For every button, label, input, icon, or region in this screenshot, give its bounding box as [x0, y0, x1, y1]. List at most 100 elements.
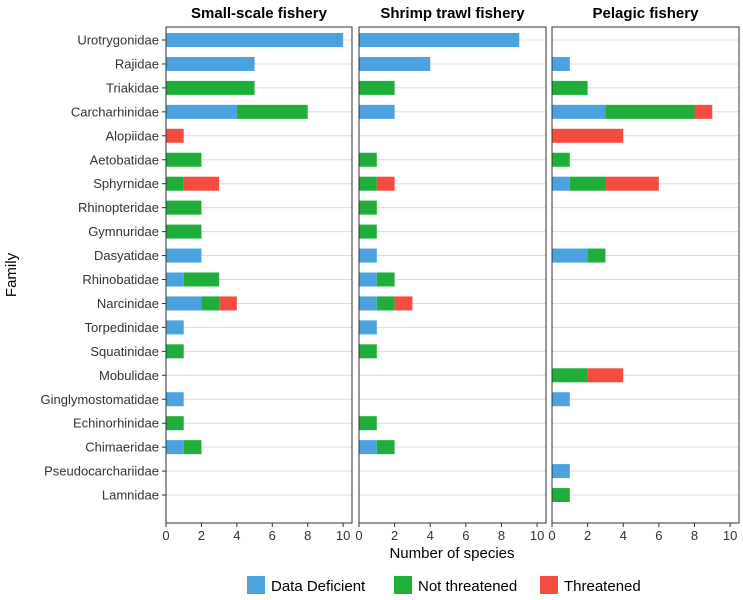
- y-tick-label-rhinobatidae: Rhinobatidae: [82, 272, 159, 287]
- bar-shrimp-trawl-fishery-sphyrnidae-not-threatened: [359, 176, 377, 191]
- bar-shrimp-trawl-fishery-squatinidae-not-threatened: [359, 344, 377, 359]
- bar-pelagic-fishery-dasyatidae-data-deficient: [552, 248, 588, 263]
- y-tick-label-alopiidae: Alopiidae: [106, 128, 160, 143]
- bar-small-scale-fishery-narcinidae-data-deficient: [166, 296, 202, 311]
- y-tick-label-pseudocarchariidae: Pseudocarchariidae: [44, 464, 159, 479]
- y-tick-label-rajidae: Rajidae: [115, 56, 159, 71]
- bar-small-scale-fishery-rhinobatidae-not-threatened: [183, 272, 220, 287]
- bar-pelagic-fishery-dasyatidae-not-threatened: [587, 248, 606, 263]
- panel-title-small-scale-fishery: Small-scale fishery: [191, 5, 328, 22]
- bar-small-scale-fishery-chimaeridae-not-threatened: [183, 440, 202, 455]
- y-tick-label-rhinopteridae: Rhinopteridae: [78, 200, 159, 215]
- y-tick-label-mobulidae: Mobulidae: [99, 368, 159, 383]
- x-tick-label-small-scale-fishery-10: 10: [336, 528, 350, 543]
- bar-shrimp-trawl-fishery-echinorhinidae-not-threatened: [359, 416, 377, 431]
- bar-small-scale-fishery-rajidae-data-deficient: [166, 56, 255, 71]
- bar-small-scale-fishery-urotrygonidae-data-deficient: [166, 33, 344, 47]
- x-tick-label-small-scale-fishery-4: 4: [233, 528, 240, 543]
- bar-small-scale-fishery-carcharhinidae-data-deficient: [166, 104, 237, 119]
- bar-small-scale-fishery-rhinobatidae-data-deficient: [166, 272, 184, 287]
- bar-small-scale-fishery-torpedinidae-data-deficient: [166, 320, 184, 335]
- y-tick-label-echinorhinidae: Echinorhinidae: [73, 416, 159, 431]
- bar-shrimp-trawl-fishery-narcinidae-not-threatened: [376, 296, 395, 311]
- bar-small-scale-fishery-chimaeridae-data-deficient: [166, 440, 184, 455]
- y-tick-label-gymnuridae: Gymnuridae: [88, 224, 159, 239]
- x-tick-label-shrimp-trawl-fishery-2: 2: [391, 528, 398, 543]
- bar-small-scale-fishery-ginglymostomatidae-data-deficient: [166, 392, 184, 407]
- bar-pelagic-fishery-pseudocarchariidae-data-deficient: [552, 464, 570, 479]
- bar-pelagic-fishery-sphyrnidae-data-deficient: [552, 176, 570, 191]
- bar-shrimp-trawl-fishery-narcinidae-data-deficient: [359, 296, 377, 311]
- bar-small-scale-fishery-triakidae-not-threatened: [166, 80, 255, 95]
- y-tick-label-narcinidae: Narcinidae: [97, 296, 159, 311]
- bar-shrimp-trawl-fishery-triakidae-not-threatened: [359, 80, 395, 95]
- bar-pelagic-fishery-carcharhinidae-data-deficient: [552, 104, 606, 119]
- x-tick-label-pelagic-fishery-10: 10: [723, 528, 737, 543]
- bar-pelagic-fishery-mobulidae-not-threatened: [552, 368, 588, 383]
- y-tick-label-ginglymostomatidae: Ginglymostomatidae: [41, 392, 160, 407]
- bar-pelagic-fishery-aetobatidae-not-threatened: [552, 152, 570, 167]
- bar-shrimp-trawl-fishery-dasyatidae-data-deficient: [359, 248, 377, 263]
- y-tick-label-dasyatidae: Dasyatidae: [94, 248, 159, 263]
- bar-pelagic-fishery-carcharhinidae-not-threatened: [605, 104, 695, 119]
- y-tick-label-squatinidae: Squatinidae: [90, 344, 159, 359]
- x-tick-label-small-scale-fishery-2: 2: [198, 528, 205, 543]
- bar-shrimp-trawl-fishery-urotrygonidae-data-deficient: [359, 33, 520, 47]
- panel-border-pelagic-fishery: [551, 26, 740, 524]
- bar-pelagic-fishery-rajidae-data-deficient: [552, 56, 570, 71]
- y-tick-label-triakidae: Triakidae: [106, 80, 159, 95]
- bar-pelagic-fishery-triakidae-not-threatened: [552, 80, 588, 95]
- bar-shrimp-trawl-fishery-narcinidae-threatened: [394, 296, 413, 311]
- legend-swatch-threatened: [540, 576, 558, 594]
- bar-small-scale-fishery-gymnuridae-not-threatened: [166, 224, 202, 239]
- y-tick-label-sphyrnidae: Sphyrnidae: [93, 176, 159, 191]
- legend-swatch-not-threatened: [394, 576, 412, 594]
- bar-small-scale-fishery-sphyrnidae-threatened: [183, 176, 220, 191]
- bar-small-scale-fishery-echinorhinidae-not-threatened: [166, 416, 184, 431]
- panel-border-shrimp-trawl-fishery: [358, 26, 547, 524]
- bar-small-scale-fishery-carcharhinidae-not-threatened: [236, 104, 308, 119]
- y-axis-title: Family: [3, 252, 20, 297]
- bar-shrimp-trawl-fishery-rajidae-data-deficient: [359, 56, 431, 71]
- x-tick-label-shrimp-trawl-fishery-6: 6: [462, 528, 469, 543]
- bar-pelagic-fishery-sphyrnidae-not-threatened: [569, 176, 606, 191]
- legend-swatch-data-deficient: [247, 576, 265, 594]
- bar-shrimp-trawl-fishery-chimaeridae-not-threatened: [376, 440, 395, 455]
- bar-small-scale-fishery-dasyatidae-data-deficient: [166, 248, 202, 263]
- y-tick-label-lamnidae: Lamnidae: [102, 488, 159, 503]
- x-tick-label-shrimp-trawl-fishery-0: 0: [355, 528, 362, 543]
- bar-small-scale-fishery-rhinopteridae-not-threatened: [166, 200, 202, 215]
- legend-label-data-deficient: Data Deficient: [271, 578, 366, 595]
- x-tick-label-small-scale-fishery-0: 0: [162, 528, 169, 543]
- bar-shrimp-trawl-fishery-sphyrnidae-threatened: [376, 176, 395, 191]
- x-tick-label-pelagic-fishery-0: 0: [548, 528, 555, 543]
- bar-shrimp-trawl-fishery-gymnuridae-not-threatened: [359, 224, 377, 239]
- x-axis-title: Number of species: [389, 545, 514, 562]
- bar-small-scale-fishery-aetobatidae-not-threatened: [166, 152, 202, 167]
- x-tick-label-small-scale-fishery-6: 6: [269, 528, 276, 543]
- panel-title-shrimp-trawl-fishery: Shrimp trawl fishery: [380, 5, 525, 22]
- bar-shrimp-trawl-fishery-rhinobatidae-data-deficient: [359, 272, 377, 287]
- x-tick-label-pelagic-fishery-4: 4: [620, 528, 627, 543]
- bar-shrimp-trawl-fishery-aetobatidae-not-threatened: [359, 152, 377, 167]
- bar-shrimp-trawl-fishery-rhinobatidae-not-threatened: [376, 272, 395, 287]
- panel-border-small-scale-fishery: [165, 26, 353, 524]
- bar-pelagic-fishery-ginglymostomatidae-data-deficient: [552, 392, 570, 407]
- panel-background-pelagic-fishery: [552, 27, 739, 523]
- y-tick-label-chimaeridae: Chimaeridae: [85, 440, 159, 455]
- bar-small-scale-fishery-narcinidae-not-threatened: [201, 296, 220, 311]
- x-tick-label-small-scale-fishery-8: 8: [304, 528, 311, 543]
- x-tick-label-shrimp-trawl-fishery-4: 4: [427, 528, 434, 543]
- bar-shrimp-trawl-fishery-rhinopteridae-not-threatened: [359, 200, 377, 215]
- bar-small-scale-fishery-sphyrnidae-not-threatened: [166, 176, 184, 191]
- bar-small-scale-fishery-alopiidae-threatened: [166, 128, 184, 143]
- bar-shrimp-trawl-fishery-chimaeridae-data-deficient: [359, 440, 377, 455]
- bar-shrimp-trawl-fishery-torpedinidae-data-deficient: [359, 320, 377, 335]
- x-tick-label-shrimp-trawl-fishery-8: 8: [498, 528, 505, 543]
- x-tick-label-shrimp-trawl-fishery-10: 10: [530, 528, 544, 543]
- x-tick-label-pelagic-fishery-6: 6: [655, 528, 662, 543]
- bar-pelagic-fishery-carcharhinidae-threatened: [694, 104, 713, 119]
- bar-pelagic-fishery-lamnidae-not-threatened: [552, 488, 570, 503]
